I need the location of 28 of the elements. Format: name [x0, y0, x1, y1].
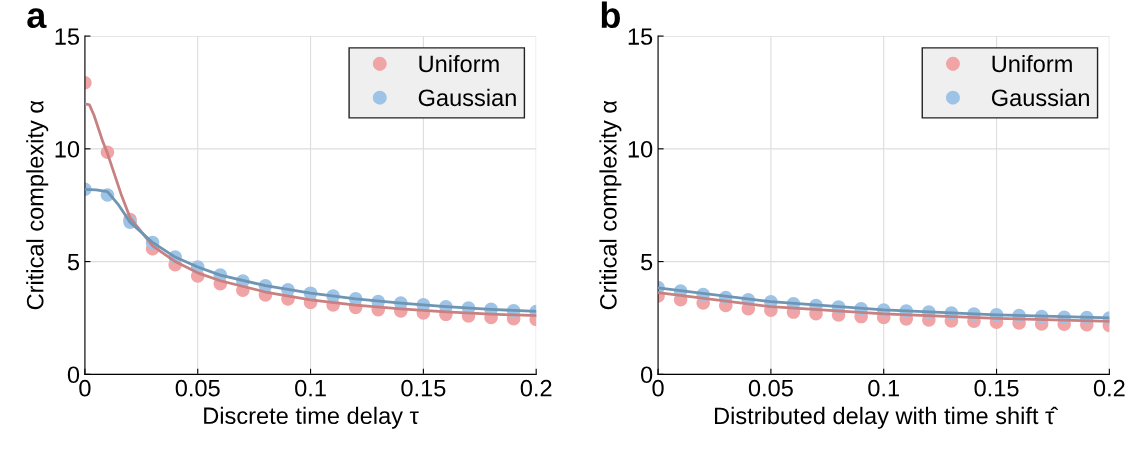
y-axis-title: Critical complexity α	[599, 100, 622, 310]
y-tick-label: 15	[55, 28, 80, 45]
x-tick-label: 0.2	[520, 379, 552, 397]
y-tick-label: 5	[67, 253, 80, 271]
y-tick-label: 10	[628, 140, 653, 158]
x-tick-label: 0.1	[295, 379, 326, 397]
legend-label: Uniform	[419, 54, 499, 73]
y-tick-label: 5	[641, 253, 653, 271]
y-axis-title: Critical complexity α	[26, 100, 49, 310]
x-axis-title: Distributed delay with time shift τ̂	[714, 406, 1059, 429]
x-tick-label: 0	[79, 379, 91, 397]
x-tick-label: 0.1	[868, 379, 899, 397]
chart-title: b	[601, 1, 620, 29]
x-axis-title: Discrete time delay τ	[204, 406, 419, 429]
x-tick-label: 0.15	[401, 379, 446, 397]
legend-label: Gaussian	[418, 88, 516, 107]
legend-label: Uniform	[992, 54, 1072, 73]
chart-title: a	[27, 8, 47, 29]
x-tick-label: 0.05	[748, 379, 793, 397]
x-tick-label: 0.15	[974, 379, 1019, 397]
y-tick-label: 15	[628, 28, 653, 45]
y-tick-label: 0	[67, 366, 80, 384]
x-tick-label: 0.2	[1093, 379, 1125, 397]
legend-label: Gaussian	[991, 88, 1089, 107]
y-tick-label: 0	[640, 366, 653, 384]
x-tick-label: 0	[652, 379, 664, 397]
x-tick-label: 0.05	[175, 379, 220, 397]
y-tick-label: 10	[55, 140, 80, 158]
